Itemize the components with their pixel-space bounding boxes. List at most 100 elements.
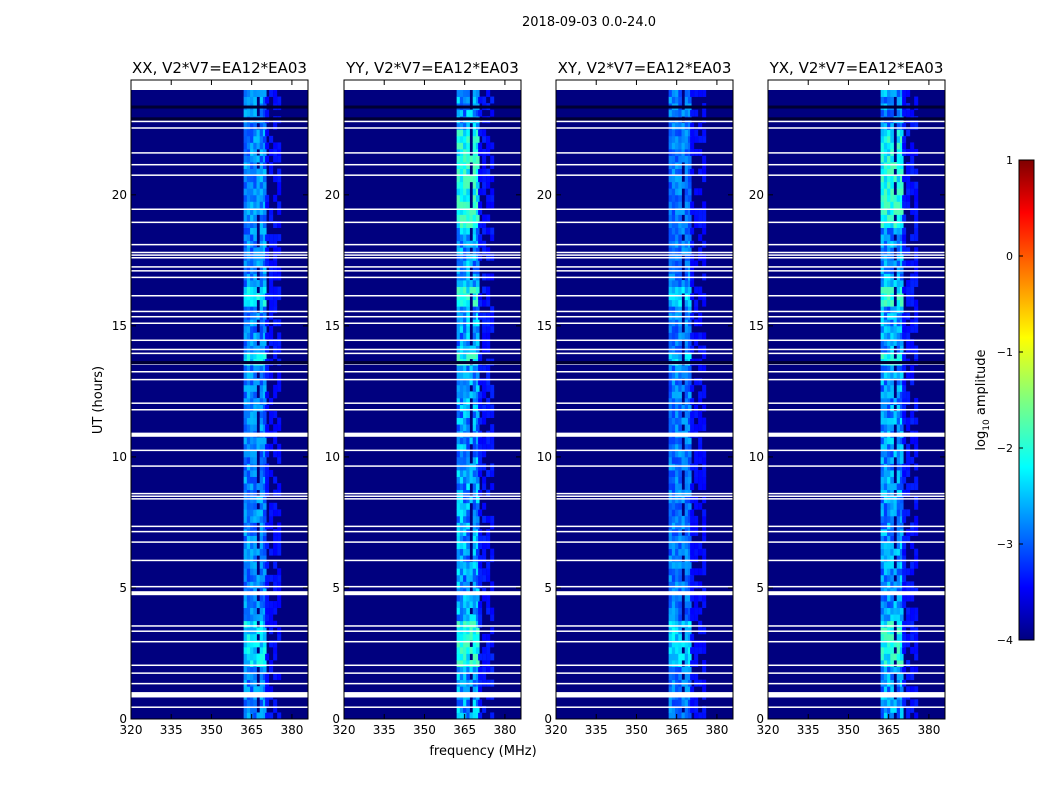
rfi-cell bbox=[262, 705, 267, 713]
rfi-cell bbox=[675, 509, 679, 517]
rfi-cell bbox=[668, 686, 673, 694]
rfi-cell bbox=[896, 181, 901, 189]
weak-rfi-cell bbox=[906, 338, 911, 346]
rfi-cell bbox=[675, 207, 679, 215]
rfi-cell bbox=[456, 280, 461, 287]
weak-rfi-cell bbox=[902, 384, 907, 392]
rfi-cell bbox=[250, 470, 254, 477]
rfi-cell bbox=[256, 194, 261, 202]
rfi-cell bbox=[262, 712, 267, 720]
rfi-cell bbox=[880, 509, 885, 517]
rfi-cell bbox=[668, 221, 673, 228]
rfi-cell bbox=[246, 175, 251, 183]
rfi-cell bbox=[253, 653, 257, 661]
rfi-cell bbox=[246, 686, 251, 694]
weak-rfi-cell bbox=[273, 437, 278, 445]
rfi-cell bbox=[899, 129, 904, 137]
rfi-cell bbox=[883, 463, 888, 471]
rfi-cell bbox=[880, 280, 885, 287]
rfi-cell bbox=[469, 214, 474, 222]
rfi-cell bbox=[668, 515, 673, 523]
rfi-cell bbox=[684, 142, 689, 150]
weak-rfi-cell bbox=[698, 332, 703, 340]
rfi-cell bbox=[668, 227, 673, 235]
rfi-cell bbox=[883, 109, 888, 117]
rfi-cell bbox=[890, 581, 894, 589]
rfi-cell bbox=[475, 391, 480, 399]
weak-rfi-cell bbox=[902, 378, 907, 386]
rfi-cell bbox=[466, 620, 470, 628]
rfi-cell bbox=[459, 391, 464, 399]
weak-rfi-cell bbox=[478, 653, 483, 661]
flagged-row bbox=[344, 152, 521, 154]
rfi-cell bbox=[880, 194, 885, 202]
rfi-cell bbox=[671, 574, 676, 582]
rfi-cell bbox=[253, 424, 257, 432]
rfi-cell bbox=[880, 568, 885, 576]
rfi-cell bbox=[668, 502, 673, 510]
rfi-cell bbox=[899, 181, 904, 189]
flagged-row bbox=[556, 695, 733, 698]
rfi-cell bbox=[250, 620, 254, 628]
rfi-cell bbox=[250, 135, 254, 143]
rfi-cell bbox=[678, 686, 682, 694]
rfi-cell bbox=[250, 509, 254, 517]
rfi-cell bbox=[469, 365, 474, 373]
weak-rfi-cell bbox=[277, 96, 282, 104]
rfi-cell bbox=[880, 699, 885, 707]
weak-rfi-cell bbox=[694, 646, 699, 654]
rfi-cell bbox=[262, 188, 267, 196]
weak-rfi-cell bbox=[702, 135, 707, 143]
rfi-cell bbox=[684, 496, 689, 504]
rfi-cell bbox=[475, 509, 480, 517]
rfi-cell bbox=[681, 142, 686, 150]
flagged-row bbox=[556, 251, 733, 254]
rfi-cell bbox=[243, 371, 248, 379]
x-tick-label: 350 bbox=[413, 723, 436, 737]
rfi-cell bbox=[472, 280, 477, 287]
rfi-cell bbox=[475, 293, 480, 301]
rfi-cell bbox=[887, 594, 891, 602]
rfi-cell bbox=[459, 175, 464, 183]
weak-rfi-cell bbox=[265, 247, 270, 255]
rfi-cell bbox=[668, 542, 673, 550]
rfi-cell bbox=[475, 188, 480, 196]
rfi-cell bbox=[463, 424, 467, 432]
rfi-cell bbox=[890, 391, 894, 399]
y-tick-label: 0 bbox=[544, 712, 552, 726]
rfi-cell bbox=[887, 542, 891, 550]
rfi-cell bbox=[896, 188, 901, 196]
flagged-row bbox=[556, 664, 733, 667]
weak-rfi-cell bbox=[265, 234, 270, 242]
rfi-cell bbox=[893, 581, 898, 589]
rfi-cell bbox=[890, 201, 894, 209]
rfi-cell bbox=[250, 109, 254, 117]
rfi-cell bbox=[262, 286, 267, 294]
weak-rfi-cell bbox=[478, 234, 483, 242]
weak-rfi-cell bbox=[902, 640, 907, 648]
rfi-cell bbox=[890, 660, 894, 667]
rfi-cell bbox=[472, 437, 477, 445]
rfi-cell bbox=[459, 299, 464, 307]
rfi-cell bbox=[675, 135, 679, 143]
rfi-cell bbox=[475, 338, 480, 346]
rfi-cell bbox=[668, 338, 673, 346]
rfi-cell bbox=[466, 535, 470, 543]
weak-rfi-cell bbox=[694, 601, 699, 609]
flagged-row bbox=[131, 310, 308, 313]
rfi-cell bbox=[262, 660, 267, 667]
weak-rfi-cell bbox=[277, 188, 282, 196]
rfi-cell bbox=[259, 378, 264, 386]
rfi-cell bbox=[893, 411, 898, 419]
rfi-cell bbox=[472, 673, 477, 681]
rfi-cell bbox=[890, 332, 894, 340]
weak-rfi-cell bbox=[906, 614, 911, 622]
flagged-row bbox=[344, 706, 521, 708]
rfi-cell bbox=[459, 188, 464, 196]
rfi-cell bbox=[472, 155, 477, 163]
rfi-cell bbox=[475, 699, 480, 707]
rfi-cell bbox=[899, 456, 904, 464]
flagged-row bbox=[131, 664, 308, 667]
rfi-cell bbox=[466, 286, 470, 294]
rfi-cell bbox=[896, 483, 901, 491]
